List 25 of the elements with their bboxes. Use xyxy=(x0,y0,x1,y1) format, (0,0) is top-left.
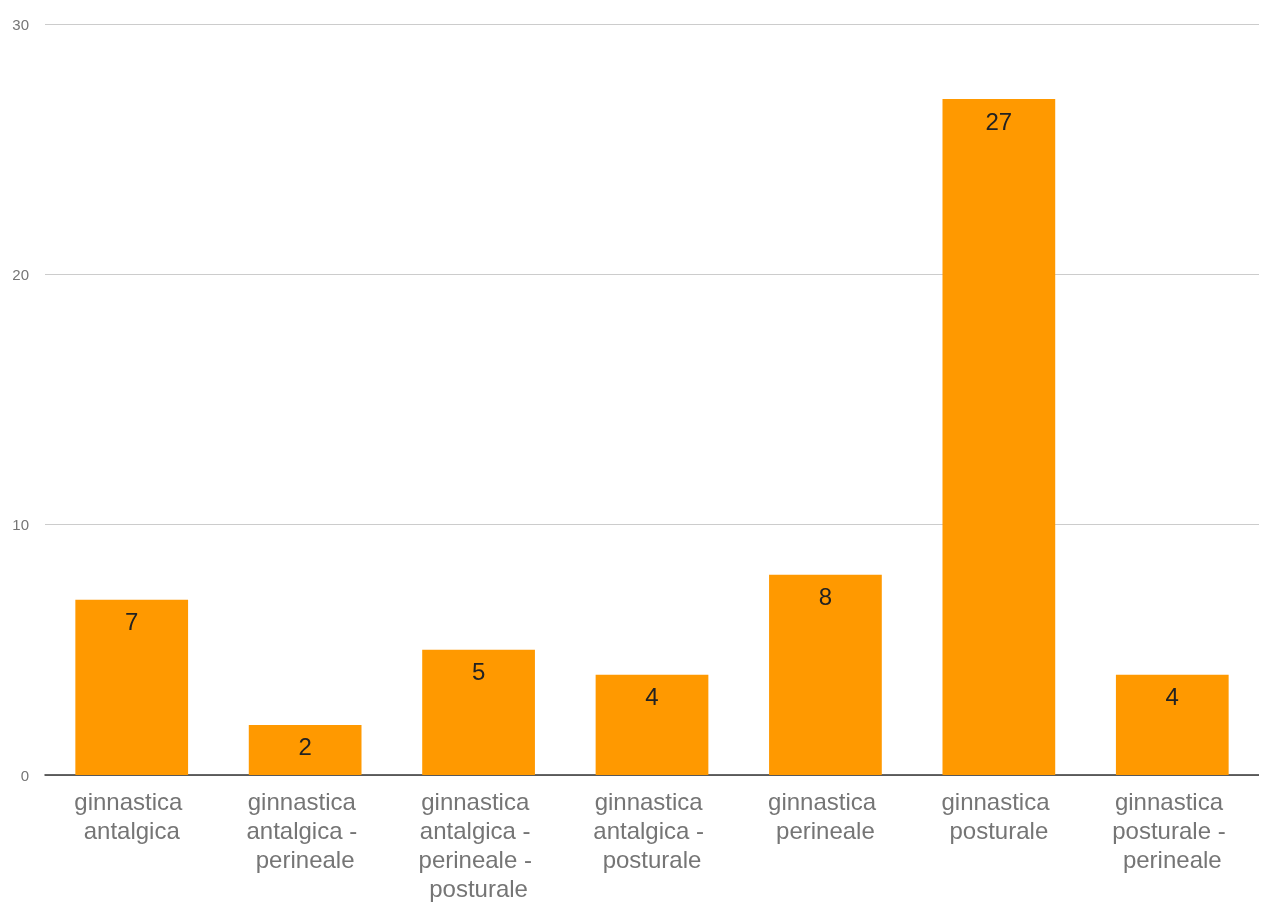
x-tick-label: ginnastica perineale xyxy=(768,788,883,844)
data-label: 4 xyxy=(645,683,659,711)
bar xyxy=(595,674,709,775)
bar xyxy=(769,574,882,775)
bar xyxy=(1115,674,1229,775)
data-label: 8 xyxy=(818,583,833,611)
x-tick-label: ginnastica antalgica - posturale xyxy=(593,788,711,873)
x-tick-label: ginnastica posturale - perineale xyxy=(1112,788,1233,873)
x-tick-label: ginnastica posturale xyxy=(941,788,1057,844)
y-tick-label: 30 xyxy=(12,15,29,33)
bar xyxy=(422,649,535,775)
x-tick-label: ginnastica antalgica - perineale - posturale xyxy=(418,788,539,902)
data-label: 2 xyxy=(298,733,312,761)
data-label: 27 xyxy=(985,107,1013,135)
x-tick-label: ginnastica antalgica - perineale xyxy=(246,788,364,873)
bar xyxy=(75,599,189,775)
data-label: 5 xyxy=(471,658,486,686)
bar xyxy=(248,724,362,775)
data-label: 4 xyxy=(1165,683,1179,711)
y-tick-label: 0 xyxy=(20,766,29,784)
data-label: 7 xyxy=(125,608,139,636)
x-tick-label: ginnastica antalgica xyxy=(74,788,190,844)
y-tick-label: 20 xyxy=(12,265,29,283)
y-tick-label: 10 xyxy=(12,516,29,534)
bar xyxy=(942,99,1056,775)
